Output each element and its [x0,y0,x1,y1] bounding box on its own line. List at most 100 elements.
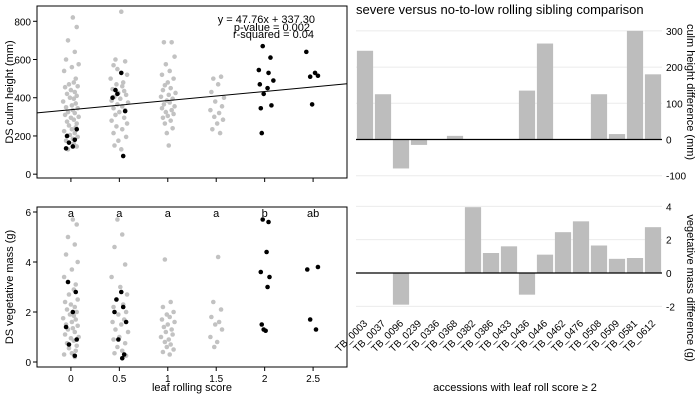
data-point [167,314,173,320]
bar-TB_0612 [644,74,662,140]
culm-height-y-label: DS culm height (mm) [4,40,16,143]
data-point [111,130,116,136]
data-point [304,49,309,55]
data-point [123,319,129,325]
y-tick-label: 0 [25,358,31,369]
data-point [162,339,168,345]
group-letter: ab [307,208,319,220]
bar-TB_0476 [572,221,590,273]
data-point [162,121,168,126]
data-point [74,309,80,315]
vegetative-mass-x-axis: 0 0.5 1 1.5 2 2.5 [68,367,320,385]
data-point [166,337,172,342]
bar-TB_0368 [446,135,464,140]
y-tick-label: 300 [666,27,683,38]
data-point [64,119,70,124]
data-point [171,111,176,117]
data-point [265,85,270,91]
data-point [266,219,271,225]
data-point [73,348,79,354]
data-point [208,107,213,113]
data-point [115,344,120,350]
data-point [160,304,166,310]
data-point [211,299,216,305]
data-point [168,85,173,91]
y-tick-label: 6 [25,208,31,219]
y-tick-label: 600 [14,56,31,67]
data-point [68,87,74,93]
data-point [260,43,266,49]
data-point [170,126,175,131]
group-letter: a [68,208,75,220]
data-point [212,322,218,327]
data-point [220,117,226,123]
data-point [74,144,80,149]
data-point [72,137,78,143]
data-point [124,72,130,78]
data-point [219,104,225,109]
data-point [111,105,116,111]
data-point [116,337,121,342]
y-tick-label: 400 [14,94,31,105]
culm-height-difference-panel: severe versus no-to-low rolling sibling … [356,2,696,183]
data-point [118,96,123,101]
data-point [122,59,128,64]
data-point [118,9,124,15]
data-point [61,274,67,280]
bar-TB_0436 [518,90,536,140]
data-point [69,267,75,272]
y-tick-label: 0 [666,135,672,146]
vegetative-mass-difference-bars [392,207,662,305]
data-point [315,264,321,270]
x-tick-label: 2 [262,374,268,385]
data-point [66,342,72,347]
data-point [165,113,171,119]
data-point [62,332,68,337]
data-point [111,62,116,68]
data-point [124,292,130,297]
data-point [211,76,216,81]
data-point [73,282,79,287]
data-point [115,91,120,97]
data-point [68,302,74,307]
group-letter: a [213,208,220,220]
data-point [125,329,131,335]
data-point [161,40,167,45]
bar-TB_0612 [644,227,662,273]
y-tick-label: 4 [25,258,31,269]
data-point [171,309,176,315]
data-point [121,352,127,357]
data-point [63,324,69,330]
data-point [168,118,173,123]
data-point [169,327,174,332]
data-point [164,344,170,350]
data-point [72,89,78,95]
data-point [259,322,265,327]
data-point [171,347,176,352]
data-point [110,95,115,101]
data-point [114,124,119,129]
data-point [70,15,76,20]
data-point [214,121,220,126]
data-point [76,114,81,120]
y-tick-label: -2 [666,302,675,313]
data-point [74,337,80,342]
data-point [122,262,128,267]
y-tick-label: 800 [14,17,31,28]
data-point [66,292,72,297]
group-letter: b [262,208,268,220]
bar-TB_0581 [626,30,644,140]
data-point [221,95,227,101]
data-point [75,134,80,140]
vegetative-mass-panel-border [36,206,348,368]
data-point [70,144,76,149]
data-point [113,112,118,118]
data-point [112,350,117,356]
data-point [259,130,265,136]
data-point [159,317,165,322]
data-point [113,327,118,332]
data-point [66,140,72,145]
data-point [63,104,69,110]
culm-height-difference-y-label: culm height difference (mm) [684,24,696,160]
